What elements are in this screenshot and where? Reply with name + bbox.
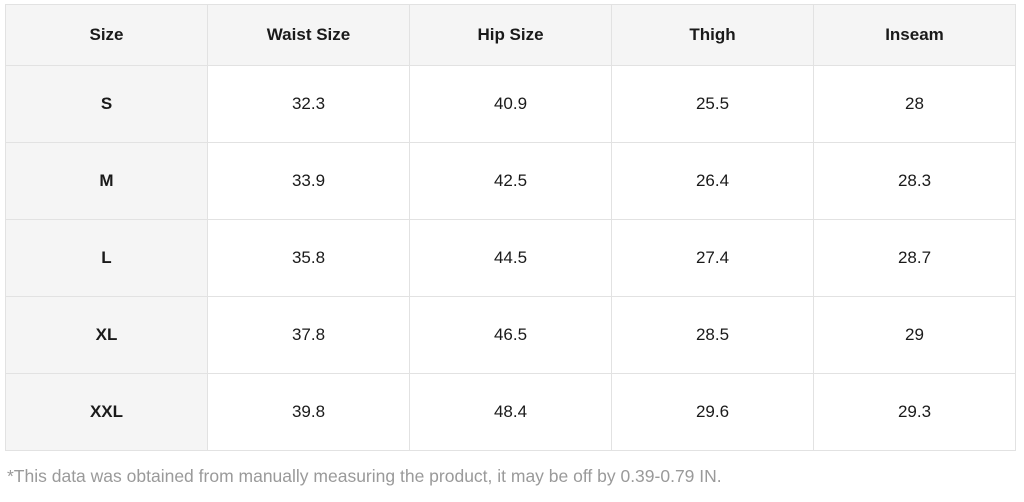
table-row-xxl: XXL 39.8 48.4 29.6 29.3 (5, 373, 1016, 451)
header-cell-size: Size (5, 4, 208, 66)
table-cell: 28.7 (813, 219, 1016, 297)
row-label: S (5, 65, 208, 143)
table-cell: 48.4 (409, 373, 612, 451)
row-label: M (5, 142, 208, 220)
table-cell: 29.3 (813, 373, 1016, 451)
table-cell: 26.4 (611, 142, 814, 220)
table-row-l: L 35.8 44.5 27.4 28.7 (5, 219, 1016, 297)
table-cell: 25.5 (611, 65, 814, 143)
table-cell: 28.3 (813, 142, 1016, 220)
table-cell: 28.5 (611, 296, 814, 374)
size-chart-page: Size Waist Size Hip Size Thigh Inseam S … (5, 4, 1016, 486)
table-cell: 42.5 (409, 142, 612, 220)
table-cell: 27.4 (611, 219, 814, 297)
table-cell: 29.6 (611, 373, 814, 451)
table-header: Size Waist Size Hip Size Thigh Inseam (5, 4, 1016, 66)
table-cell: 39.8 (207, 373, 410, 451)
table-row-m: M 33.9 42.5 26.4 28.3 (5, 142, 1016, 220)
header-cell-thigh: Thigh (611, 4, 814, 66)
table-cell: 35.8 (207, 219, 410, 297)
table-cell: 29 (813, 296, 1016, 374)
header-cell-inseam: Inseam (813, 4, 1016, 66)
table-row-s: S 32.3 40.9 25.5 28 (5, 65, 1016, 143)
row-label: XXL (5, 373, 208, 451)
table-cell: 33.9 (207, 142, 410, 220)
measurement-disclaimer: *This data was obtained from manually me… (7, 466, 722, 486)
header-cell-hip: Hip Size (409, 4, 612, 66)
size-chart-table: Size Waist Size Hip Size Thigh Inseam S … (5, 4, 1016, 451)
header-cell-waist: Waist Size (207, 4, 410, 66)
row-label: XL (5, 296, 208, 374)
table-cell: 40.9 (409, 65, 612, 143)
header-row: Size Waist Size Hip Size Thigh Inseam (5, 4, 1016, 66)
table-row-xl: XL 37.8 46.5 28.5 29 (5, 296, 1016, 374)
table-cell: 32.3 (207, 65, 410, 143)
row-label: L (5, 219, 208, 297)
table-cell: 28 (813, 65, 1016, 143)
table-cell: 44.5 (409, 219, 612, 297)
table-cell: 46.5 (409, 296, 612, 374)
table-body: S 32.3 40.9 25.5 28 M 33.9 42.5 26.4 28.… (5, 65, 1016, 451)
table-cell: 37.8 (207, 296, 410, 374)
